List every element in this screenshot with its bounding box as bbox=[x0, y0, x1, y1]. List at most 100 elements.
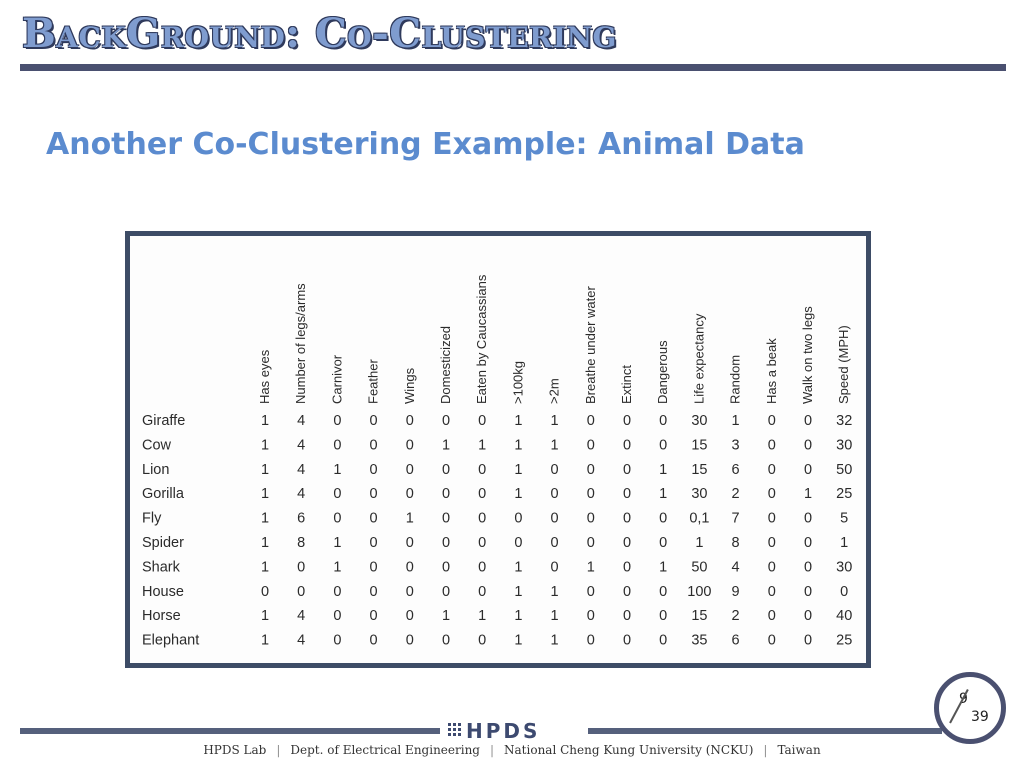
column-header: Wings bbox=[402, 367, 417, 404]
table-cell: 0 bbox=[551, 535, 559, 551]
table-cell: 1 bbox=[514, 584, 522, 600]
table-cell: 0 bbox=[623, 633, 631, 649]
table-cell: 0 bbox=[370, 437, 378, 453]
table-cell: 0 bbox=[478, 559, 486, 575]
row-label: Horse bbox=[142, 608, 181, 624]
row-label: Shark bbox=[142, 559, 181, 575]
table-cell: 8 bbox=[732, 535, 740, 551]
table-cell: 1 bbox=[695, 535, 703, 551]
table-cell: 30 bbox=[691, 413, 707, 429]
table-cell: 0 bbox=[804, 559, 812, 575]
table-cell: 0 bbox=[587, 437, 595, 453]
table-cell: 4 bbox=[297, 486, 305, 502]
table-cell: 0 bbox=[370, 608, 378, 624]
table-cell: 1 bbox=[261, 535, 269, 551]
slide-header-title: BackGround: Co-Clustering bbox=[22, 10, 617, 57]
table-cell: 0 bbox=[623, 584, 631, 600]
table-cell: 1 bbox=[261, 413, 269, 429]
table-cell: 0 bbox=[442, 511, 450, 527]
table-cell: 0 bbox=[623, 535, 631, 551]
table-cell: 6 bbox=[297, 511, 305, 527]
table-cell: 0 bbox=[659, 633, 667, 649]
hpds-logo-text: HPDS bbox=[466, 719, 540, 742]
row-label: Fly bbox=[142, 511, 162, 527]
column-header: Life expectancy bbox=[691, 313, 706, 404]
table-cell: 0 bbox=[804, 413, 812, 429]
table-cell: 15 bbox=[691, 437, 707, 453]
table-cell: 1 bbox=[261, 633, 269, 649]
table-cell: 30 bbox=[836, 559, 852, 575]
table-cell: 0 bbox=[333, 413, 341, 429]
row-label: Elephant bbox=[142, 633, 199, 649]
table-cell: 1 bbox=[333, 462, 341, 478]
table-cell: 0 bbox=[442, 462, 450, 478]
table-cell: 0 bbox=[406, 633, 414, 649]
table-cell: 1 bbox=[261, 437, 269, 453]
table-cell: 0 bbox=[442, 633, 450, 649]
column-header: Walk on two legs bbox=[800, 306, 815, 404]
table-cell: 0 bbox=[514, 535, 522, 551]
table-cell: 0 bbox=[804, 511, 812, 527]
table-cell: 0 bbox=[406, 535, 414, 551]
table-cell: 0 bbox=[768, 559, 776, 575]
table-cell: 1 bbox=[514, 486, 522, 502]
table-cell: 0 bbox=[406, 608, 414, 624]
footer-info: HPDS Lab | Dept. of Electrical Engineering… bbox=[203, 743, 821, 757]
table-cell: 0 bbox=[587, 535, 595, 551]
table-cell: 0 bbox=[768, 437, 776, 453]
table-cell: 1 bbox=[261, 559, 269, 575]
table-cell: 0 bbox=[804, 584, 812, 600]
table-cell: 0 bbox=[768, 413, 776, 429]
table-cell: 1 bbox=[514, 608, 522, 624]
table-cell: 0 bbox=[478, 535, 486, 551]
table-cell: 0 bbox=[370, 413, 378, 429]
table-cell: 1 bbox=[514, 413, 522, 429]
table-cell: 1 bbox=[261, 462, 269, 478]
table-cell: 0,1 bbox=[689, 511, 709, 527]
table-cell: 25 bbox=[836, 633, 852, 649]
table-cell: 8 bbox=[297, 535, 305, 551]
table-cell: 0 bbox=[406, 486, 414, 502]
table-cell: 9 bbox=[732, 584, 740, 600]
table-cell: 1 bbox=[804, 486, 812, 502]
table-cell: 0 bbox=[623, 608, 631, 624]
table-cell: 0 bbox=[804, 633, 812, 649]
table-cell: 1 bbox=[514, 462, 522, 478]
table-cell: 1 bbox=[261, 511, 269, 527]
table-cell: 0 bbox=[370, 535, 378, 551]
table-cell: 0 bbox=[768, 584, 776, 600]
table-cell: 0 bbox=[659, 608, 667, 624]
table-cell: 30 bbox=[836, 437, 852, 453]
column-header: Extinct bbox=[619, 365, 634, 404]
slide-subtitle: Another Co-Clustering Example: Animal Da… bbox=[46, 127, 805, 162]
table-cell: 15 bbox=[691, 608, 707, 624]
table-cell: 0 bbox=[370, 511, 378, 527]
table-cell: 0 bbox=[768, 608, 776, 624]
table-cell: 0 bbox=[333, 633, 341, 649]
table-cell: 0 bbox=[478, 633, 486, 649]
table-cell: 1 bbox=[514, 633, 522, 649]
table-cell: 0 bbox=[659, 584, 667, 600]
table-cell: 0 bbox=[333, 437, 341, 453]
table-cell: 0 bbox=[333, 584, 341, 600]
column-header: Feather bbox=[366, 359, 381, 404]
table-cell: 0 bbox=[659, 437, 667, 453]
table-cell: 1 bbox=[442, 437, 450, 453]
column-header: Speed (MPH) bbox=[836, 325, 851, 404]
table-cell: 0 bbox=[406, 462, 414, 478]
table-cell: 0 bbox=[333, 608, 341, 624]
table-cell: 30 bbox=[691, 486, 707, 502]
footer-lab: HPDS Lab bbox=[203, 743, 267, 757]
animal-data-table: Has eyes Number of legs/arms Carnivor Feath… bbox=[125, 231, 871, 668]
column-header: Dangerous bbox=[655, 340, 670, 404]
table-cell: 35 bbox=[691, 633, 707, 649]
table-cell: 0 bbox=[478, 486, 486, 502]
table-cell: 1 bbox=[551, 437, 559, 453]
table-cell: 4 bbox=[297, 462, 305, 478]
table-cell: 4 bbox=[297, 437, 305, 453]
page-number-badge: 9 39 bbox=[934, 672, 1006, 744]
table-cell: 0 bbox=[297, 559, 305, 575]
page-total: 39 bbox=[971, 709, 989, 725]
table-cell: 0 bbox=[768, 486, 776, 502]
table-cell: 0 bbox=[406, 413, 414, 429]
